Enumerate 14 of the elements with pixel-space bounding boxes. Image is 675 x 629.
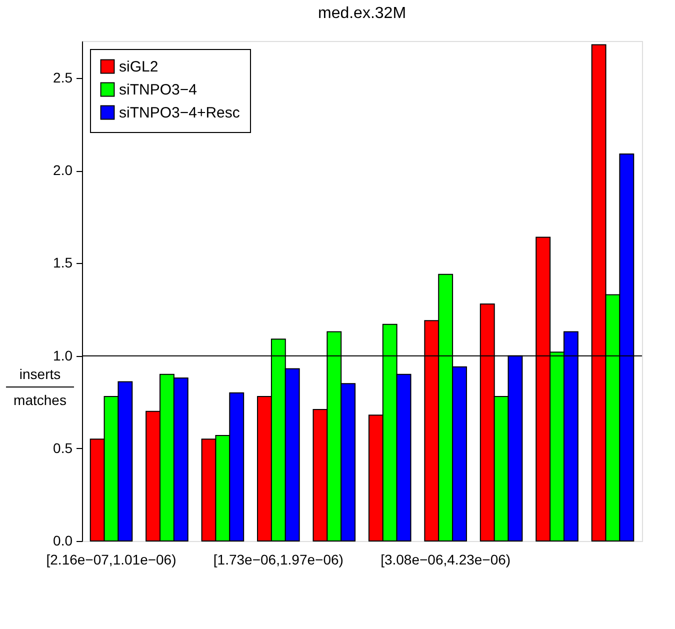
legend-label: siTNPO3−4	[119, 82, 197, 98]
y-tick-label: 1.5	[53, 254, 73, 271]
x-tick-label: [3.08e−06,4.23e−06)	[380, 552, 511, 568]
x-tick-label: [1.73e−06,1.97e−06)	[213, 552, 344, 568]
y-tick-label: 0.0	[53, 532, 73, 548]
y-tick-label: 2.0	[53, 162, 73, 178]
x-tick-label: [2.16e−07,1.01e−06)	[46, 552, 176, 568]
y-axis-title: inserts matches	[14, 366, 66, 408]
y-tick-label: 0.5	[53, 440, 73, 456]
y-tick-label: 2.5	[53, 70, 73, 86]
legend-label: siGL2	[119, 58, 158, 76]
legend-label: siTNPO3−4+Resc	[119, 104, 240, 122]
y-tick-label: 1.0	[53, 347, 73, 364]
chart-title: med.ex.32M	[318, 5, 406, 22]
